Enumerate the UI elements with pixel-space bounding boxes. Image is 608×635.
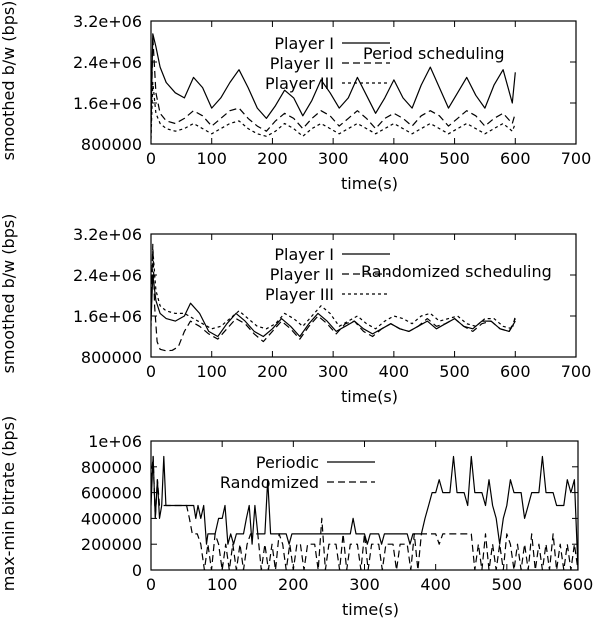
legend-label: Player III bbox=[265, 285, 334, 304]
x-tick-label: 600 bbox=[500, 149, 531, 168]
series-line-3 bbox=[151, 248, 516, 330]
x-tick-label: 0 bbox=[146, 149, 156, 168]
y-tick-label: 3.2e+06 bbox=[73, 225, 142, 244]
y-tick-label: 0 bbox=[132, 561, 142, 580]
y-tick-label: 2.4e+06 bbox=[73, 266, 142, 285]
legend-label: Periodic bbox=[256, 453, 319, 472]
legend-label: Player II bbox=[270, 54, 334, 73]
chart-panel-1: 0 100 200 300 400 500 600 700 800000 1.6e+06 2.4e+… bbox=[0, 1, 591, 193]
x-tick-label: 700 bbox=[561, 362, 592, 381]
x-tick-label: 400 bbox=[379, 149, 410, 168]
x-tick-label: 200 bbox=[278, 575, 309, 594]
x-tick-label: 400 bbox=[420, 575, 451, 594]
y-tick-label: 1.6e+06 bbox=[73, 94, 142, 113]
x-tick-label: 300 bbox=[349, 575, 380, 594]
x-tick-label: 400 bbox=[379, 362, 410, 381]
chart-annotation: Randomized scheduling bbox=[361, 262, 552, 281]
legend-label: Player II bbox=[270, 265, 334, 284]
series-line-1 bbox=[151, 274, 516, 338]
chart-panel-3: 0 100 200 300 400 500 600 0 200000 400000 600000 80… bbox=[0, 416, 593, 619]
legend-label: Player I bbox=[274, 34, 334, 53]
plot-frame bbox=[150, 20, 577, 145]
x-tick-label: 100 bbox=[207, 575, 238, 594]
x-tick-label: 700 bbox=[561, 149, 592, 168]
x-tick-label: 300 bbox=[318, 362, 349, 381]
y-tick-label: 800000 bbox=[81, 348, 142, 367]
y-axis-title: smoothed b/w (bps) bbox=[0, 214, 18, 374]
series-line-2 bbox=[151, 35, 516, 134]
plot-frame bbox=[150, 233, 577, 358]
series-line-1 bbox=[151, 33, 516, 124]
y-axis-title: max-min bitrate (bps) bbox=[0, 416, 18, 591]
legend-label: Player III bbox=[265, 74, 334, 93]
y-tick-label: 400000 bbox=[81, 509, 142, 528]
x-tick-label: 200 bbox=[257, 362, 288, 381]
plot-frame bbox=[150, 440, 579, 571]
x-axis-title: time(s) bbox=[342, 600, 399, 619]
chart-panel-2: 0 100 200 300 400 500 600 700 800000 1.6e+06 2.4e+… bbox=[0, 214, 591, 406]
y-tick-label: 1e+06 bbox=[88, 432, 142, 451]
x-tick-label: 300 bbox=[318, 149, 349, 168]
legend-label: Player I bbox=[274, 245, 334, 264]
y-tick-label: 1.6e+06 bbox=[73, 307, 142, 326]
y-tick-label: 2.4e+06 bbox=[73, 53, 142, 72]
y-tick-label: 800000 bbox=[81, 458, 142, 477]
x-tick-label: 600 bbox=[563, 575, 594, 594]
x-tick-label: 500 bbox=[439, 362, 470, 381]
x-tick-label: 600 bbox=[500, 362, 531, 381]
x-tick-label: 100 bbox=[196, 362, 227, 381]
y-tick-label: 600000 bbox=[81, 484, 142, 503]
x-tick-label: 0 bbox=[146, 362, 156, 381]
x-axis-title: time(s) bbox=[341, 387, 398, 406]
series-line-2 bbox=[151, 455, 578, 570]
x-tick-label: 500 bbox=[439, 149, 470, 168]
x-axis-title: time(s) bbox=[341, 174, 398, 193]
y-axis-title: smoothed b/w (bps) bbox=[0, 1, 18, 161]
x-tick-label: 500 bbox=[492, 575, 523, 594]
y-tick-label: 800000 bbox=[81, 135, 142, 154]
x-tick-label: 100 bbox=[196, 149, 227, 168]
x-tick-label: 200 bbox=[257, 149, 288, 168]
series-line-1 bbox=[151, 455, 578, 570]
legend-label: Randomized bbox=[220, 473, 319, 492]
x-tick-label: 0 bbox=[146, 575, 156, 594]
chart-annotation: Period scheduling bbox=[363, 44, 505, 63]
series-line-2 bbox=[151, 243, 516, 352]
y-tick-label: 3.2e+06 bbox=[73, 12, 142, 31]
y-tick-label: 200000 bbox=[81, 535, 142, 554]
